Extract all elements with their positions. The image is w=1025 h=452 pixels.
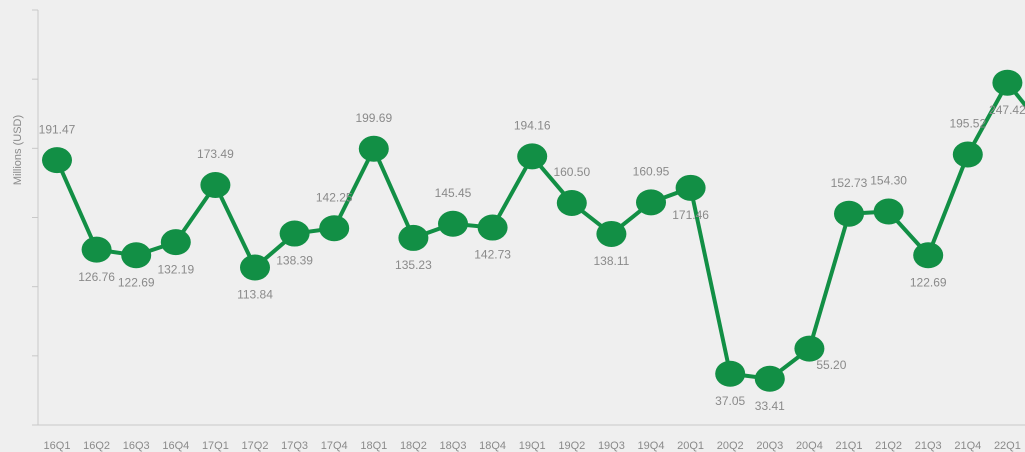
point: [675, 174, 706, 201]
value-label: 152.73: [831, 176, 868, 190]
value-label: 142.73: [474, 248, 511, 262]
x-tick-label: 18Q1: [360, 440, 387, 452]
value-label: 135.23: [395, 258, 432, 272]
point: [160, 229, 191, 256]
x-tick-label: 17Q3: [281, 440, 308, 452]
value-label: 122.69: [118, 275, 155, 289]
x-tick-label: 17Q4: [321, 440, 348, 452]
x-tick-label: 17Q1: [202, 440, 229, 452]
x-tick-label: 18Q4: [479, 440, 506, 452]
x-tick-label: 18Q2: [400, 440, 427, 452]
x-tick-label: 20Q3: [756, 440, 783, 452]
point: [438, 210, 468, 237]
point: [240, 254, 270, 281]
x-tick-label: 18Q3: [440, 440, 467, 452]
point: [358, 135, 389, 162]
value-label: 122.69: [910, 275, 947, 289]
point: [279, 220, 310, 247]
x-tick-label: 20Q1: [677, 440, 704, 452]
x-tick-label: 19Q3: [598, 440, 625, 452]
x-tick-label: 16Q2: [83, 440, 110, 452]
point: [913, 242, 944, 269]
point: [596, 220, 627, 247]
x-tick-label: 21Q4: [954, 440, 981, 452]
x-tick-label: 20Q2: [717, 440, 744, 452]
value-label: 37.05: [715, 394, 745, 408]
point: [200, 172, 231, 199]
point: [556, 189, 587, 216]
value-label: 132.19: [157, 262, 194, 276]
point: [319, 215, 350, 242]
value-label: 126.76: [78, 270, 115, 284]
value-label: 154.30: [870, 174, 907, 188]
value-label: 173.49: [197, 147, 234, 161]
value-label: 160.95: [633, 165, 670, 179]
value-label: 145.45: [435, 186, 472, 200]
value-label: 33.41: [755, 399, 785, 413]
y-axis-label: Millions (USD): [12, 115, 24, 185]
value-label: 138.11: [593, 254, 629, 268]
value-label: 171.46: [672, 208, 709, 222]
value-label: 138.39: [276, 254, 313, 268]
point: [992, 69, 1023, 96]
point: [834, 200, 864, 227]
point: [636, 189, 666, 216]
point: [873, 198, 904, 225]
value-label: 113.84: [237, 288, 273, 302]
value-label: 247.42: [989, 103, 1025, 117]
point: [754, 365, 785, 392]
point: [81, 236, 112, 263]
x-tick-label: 21Q2: [875, 440, 902, 452]
value-label: 191.47: [39, 122, 76, 136]
point: [952, 141, 983, 168]
x-tick-label: 21Q3: [915, 440, 942, 452]
point: [517, 143, 548, 170]
value-label: 194.16: [514, 119, 551, 133]
point: [715, 360, 746, 387]
x-tick-label: 17Q2: [242, 440, 269, 452]
value-label: 195.52: [949, 117, 986, 131]
point: [477, 214, 508, 241]
value-label: 55.20: [816, 358, 846, 372]
x-tick-label: 19Q1: [519, 440, 546, 452]
x-tick-label: 22Q1: [994, 440, 1021, 452]
x-tick-label: 20Q4: [796, 440, 823, 452]
x-tick-label: 21Q1: [836, 440, 863, 452]
point: [42, 147, 72, 174]
x-tick-label: 16Q1: [44, 440, 71, 452]
point: [398, 224, 429, 251]
x-tick-label: 16Q4: [162, 440, 189, 452]
point: [121, 242, 152, 269]
x-tick-label: 19Q4: [638, 440, 665, 452]
value-label: 160.50: [553, 165, 590, 179]
value-label: 142.25: [316, 190, 353, 204]
x-tick-label: 19Q2: [558, 440, 585, 452]
value-label: 199.69: [355, 111, 392, 125]
point: [794, 335, 825, 362]
x-tick-label: 16Q3: [123, 440, 150, 452]
